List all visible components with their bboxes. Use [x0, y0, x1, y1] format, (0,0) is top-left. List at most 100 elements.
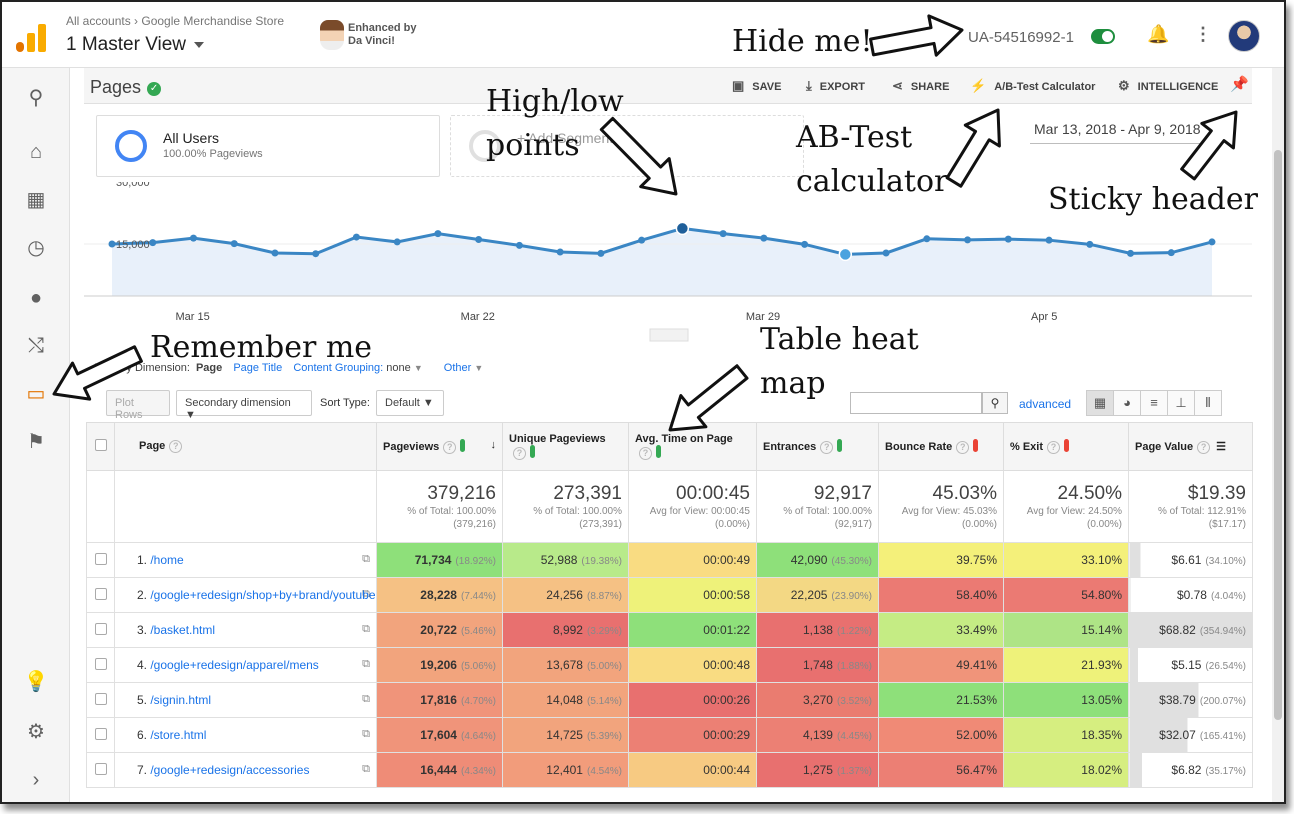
lightbulb-icon[interactable]: 💡 — [23, 671, 49, 693]
page-link[interactable]: /basket.html — [150, 623, 216, 638]
share-button[interactable]: ⋖ SHARE — [892, 78, 949, 94]
row-checkbox[interactable] — [94, 762, 107, 775]
column-header[interactable]: % Exit? — [1003, 422, 1129, 471]
scrollbar-thumb[interactable] — [1274, 150, 1282, 720]
breadcrumb[interactable]: All accounts › Google Merchandise Store — [66, 14, 285, 28]
open-link-icon[interactable]: ⧉ — [362, 622, 370, 635]
open-link-icon[interactable]: ⧉ — [362, 552, 370, 565]
date-range-picker[interactable]: Mar 13, 2018 - Apr 9, 2018 — [1030, 121, 1205, 144]
dimension-other[interactable]: Other — [443, 362, 472, 374]
customization-icon[interactable]: ▦ — [26, 189, 46, 211]
ab-test-button[interactable]: ⚡ A/B-Test Calculator — [970, 78, 1095, 94]
row-checkbox[interactable] — [94, 552, 107, 565]
clock-icon[interactable]: ◷ — [27, 237, 45, 259]
acquisition-icon[interactable]: ⤭ — [28, 335, 44, 357]
row-checkbox[interactable] — [94, 622, 107, 635]
column-header[interactable]: Avg. Time on Page? — [628, 422, 757, 471]
sort-type-select[interactable]: Default ▼ — [376, 390, 444, 416]
column-header[interactable]: Unique Pageviews? — [502, 422, 629, 471]
page-link[interactable]: /google+redesign/shop+by+brand/youtube — [150, 588, 376, 603]
row-checkbox[interactable] — [94, 727, 107, 740]
search-icon[interactable]: ⚲ — [982, 392, 1008, 414]
dimension-page-title[interactable]: Page Title — [233, 362, 283, 374]
dimension-content-grouping[interactable]: Content Grouping: — [293, 362, 384, 374]
row-select-cell — [86, 577, 115, 613]
page-link[interactable]: /home — [150, 553, 184, 568]
report-area: Pages ✓ ▣ SAVE ⤓ EXPORT ⋖ SHARE ⚡ A/B-Test Ca… — [84, 68, 1254, 802]
column-header[interactable]: Page Value? ☰ — [1128, 422, 1253, 471]
open-link-icon[interactable]: ⧉ — [362, 692, 370, 705]
enhanced-badge: Enhanced by Da Vinci! — [320, 20, 440, 52]
total-value: 00:00:45 — [676, 483, 750, 504]
column-header[interactable]: Page? — [114, 422, 377, 471]
home-icon[interactable]: ⌂ — [29, 141, 43, 163]
segment-all-users[interactable]: All Users 100.00% Pageviews — [96, 115, 440, 177]
total-sub2: (0.00%) — [961, 519, 997, 530]
pivot-view-icon[interactable]: ⦀ — [1194, 390, 1222, 416]
save-button[interactable]: ▣ SAVE — [732, 78, 781, 94]
advanced-link[interactable]: advanced — [1019, 397, 1072, 411]
pin-icon[interactable]: 📌 — [1230, 76, 1249, 93]
bounce-rate-value: 52.00% — [956, 728, 997, 742]
sort-lines-icon[interactable]: ☰ — [1216, 440, 1226, 453]
search-icon[interactable]: ⚲ — [28, 87, 44, 109]
page-cell: 2. /google+redesign/shop+by+brand/youtub… — [114, 577, 377, 613]
exit-cell: 13.05% — [1003, 682, 1129, 718]
page-link[interactable]: /google+redesign/apparel/mens — [150, 658, 319, 673]
export-button[interactable]: ⤓ EXPORT — [806, 78, 865, 94]
secondary-dimension-select[interactable]: Secondary dimension ▼ — [176, 390, 312, 421]
unique-pageviews-pct: (5.14%) — [586, 696, 622, 707]
help-icon[interactable]: ? — [169, 440, 183, 453]
column-header[interactable]: Pageviews? ↓ — [376, 422, 503, 471]
pie-view-icon[interactable]: ◕ — [1113, 390, 1141, 416]
person-icon[interactable]: ● — [29, 287, 43, 309]
plot-rows-button[interactable]: Plot Rows — [106, 390, 170, 421]
help-icon[interactable]: ? — [443, 441, 457, 454]
bell-icon[interactable]: 🔔 — [1147, 24, 1170, 44]
help-icon[interactable]: ? — [820, 441, 834, 454]
table-search-input[interactable] — [850, 392, 982, 414]
help-icon[interactable]: ? — [1047, 441, 1061, 454]
behavior-icon[interactable]: ▭ — [26, 383, 46, 405]
help-icon[interactable]: ? — [639, 447, 652, 460]
row-checkbox[interactable] — [94, 692, 107, 705]
expand-icon[interactable]: › — [32, 769, 40, 791]
sort-arrow-icon[interactable]: ↓ — [490, 439, 497, 451]
scrollbar[interactable] — [1272, 68, 1284, 802]
page-value-pct: (200.07%) — [1199, 696, 1246, 707]
row-checkbox[interactable] — [94, 587, 107, 600]
comparison-view-icon[interactable]: ⊥ — [1167, 390, 1195, 416]
help-icon[interactable]: ? — [956, 441, 970, 454]
performance-view-icon[interactable]: ≡ — [1140, 390, 1168, 416]
intelligence-icon: ⚙ — [1118, 78, 1130, 93]
page-link[interactable]: /signin.html — [150, 693, 212, 708]
open-link-icon[interactable]: ⧉ — [362, 727, 370, 740]
gear-icon[interactable]: ⚙ — [27, 721, 45, 743]
column-header[interactable]: Bounce Rate? — [878, 422, 1004, 471]
open-link-icon[interactable]: ⧉ — [362, 657, 370, 670]
row-checkbox[interactable] — [94, 657, 107, 670]
intelligence-button[interactable]: ⚙ INTELLIGENCE — [1118, 78, 1218, 94]
row-index: 2. — [136, 587, 147, 602]
page-link[interactable]: /store.html — [150, 728, 207, 743]
select-all-checkbox[interactable] — [94, 439, 107, 451]
total-sub1: % of Total: 100.00% — [407, 506, 496, 517]
top-bar: All accounts › Google Merchandise Store … — [2, 2, 1284, 68]
help-icon[interactable]: ? — [1197, 440, 1211, 454]
flag-icon[interactable]: ⚑ — [27, 431, 45, 453]
open-link-icon[interactable]: ⧉ — [362, 587, 370, 600]
avatar[interactable] — [1228, 20, 1260, 52]
hide-toggle[interactable] — [1091, 29, 1115, 44]
page-link[interactable]: /google+redesign/accessories — [150, 763, 310, 778]
open-link-icon[interactable]: ⧉ — [362, 762, 370, 775]
data-point — [964, 236, 972, 244]
view-selector[interactable]: 1 Master View — [66, 34, 205, 56]
column-header[interactable]: Entrances? — [756, 422, 879, 471]
analytics-logo-icon[interactable] — [16, 24, 48, 52]
dimension-page[interactable]: Page — [195, 362, 223, 374]
more-vert-icon[interactable]: ⋮ — [1194, 24, 1212, 44]
bounce-rate-cell: 52.00% — [878, 717, 1004, 753]
content-grouping-value[interactable]: none — [386, 362, 411, 374]
table-view-icon[interactable]: ▦ — [1086, 390, 1114, 416]
help-icon[interactable]: ? — [513, 447, 526, 460]
